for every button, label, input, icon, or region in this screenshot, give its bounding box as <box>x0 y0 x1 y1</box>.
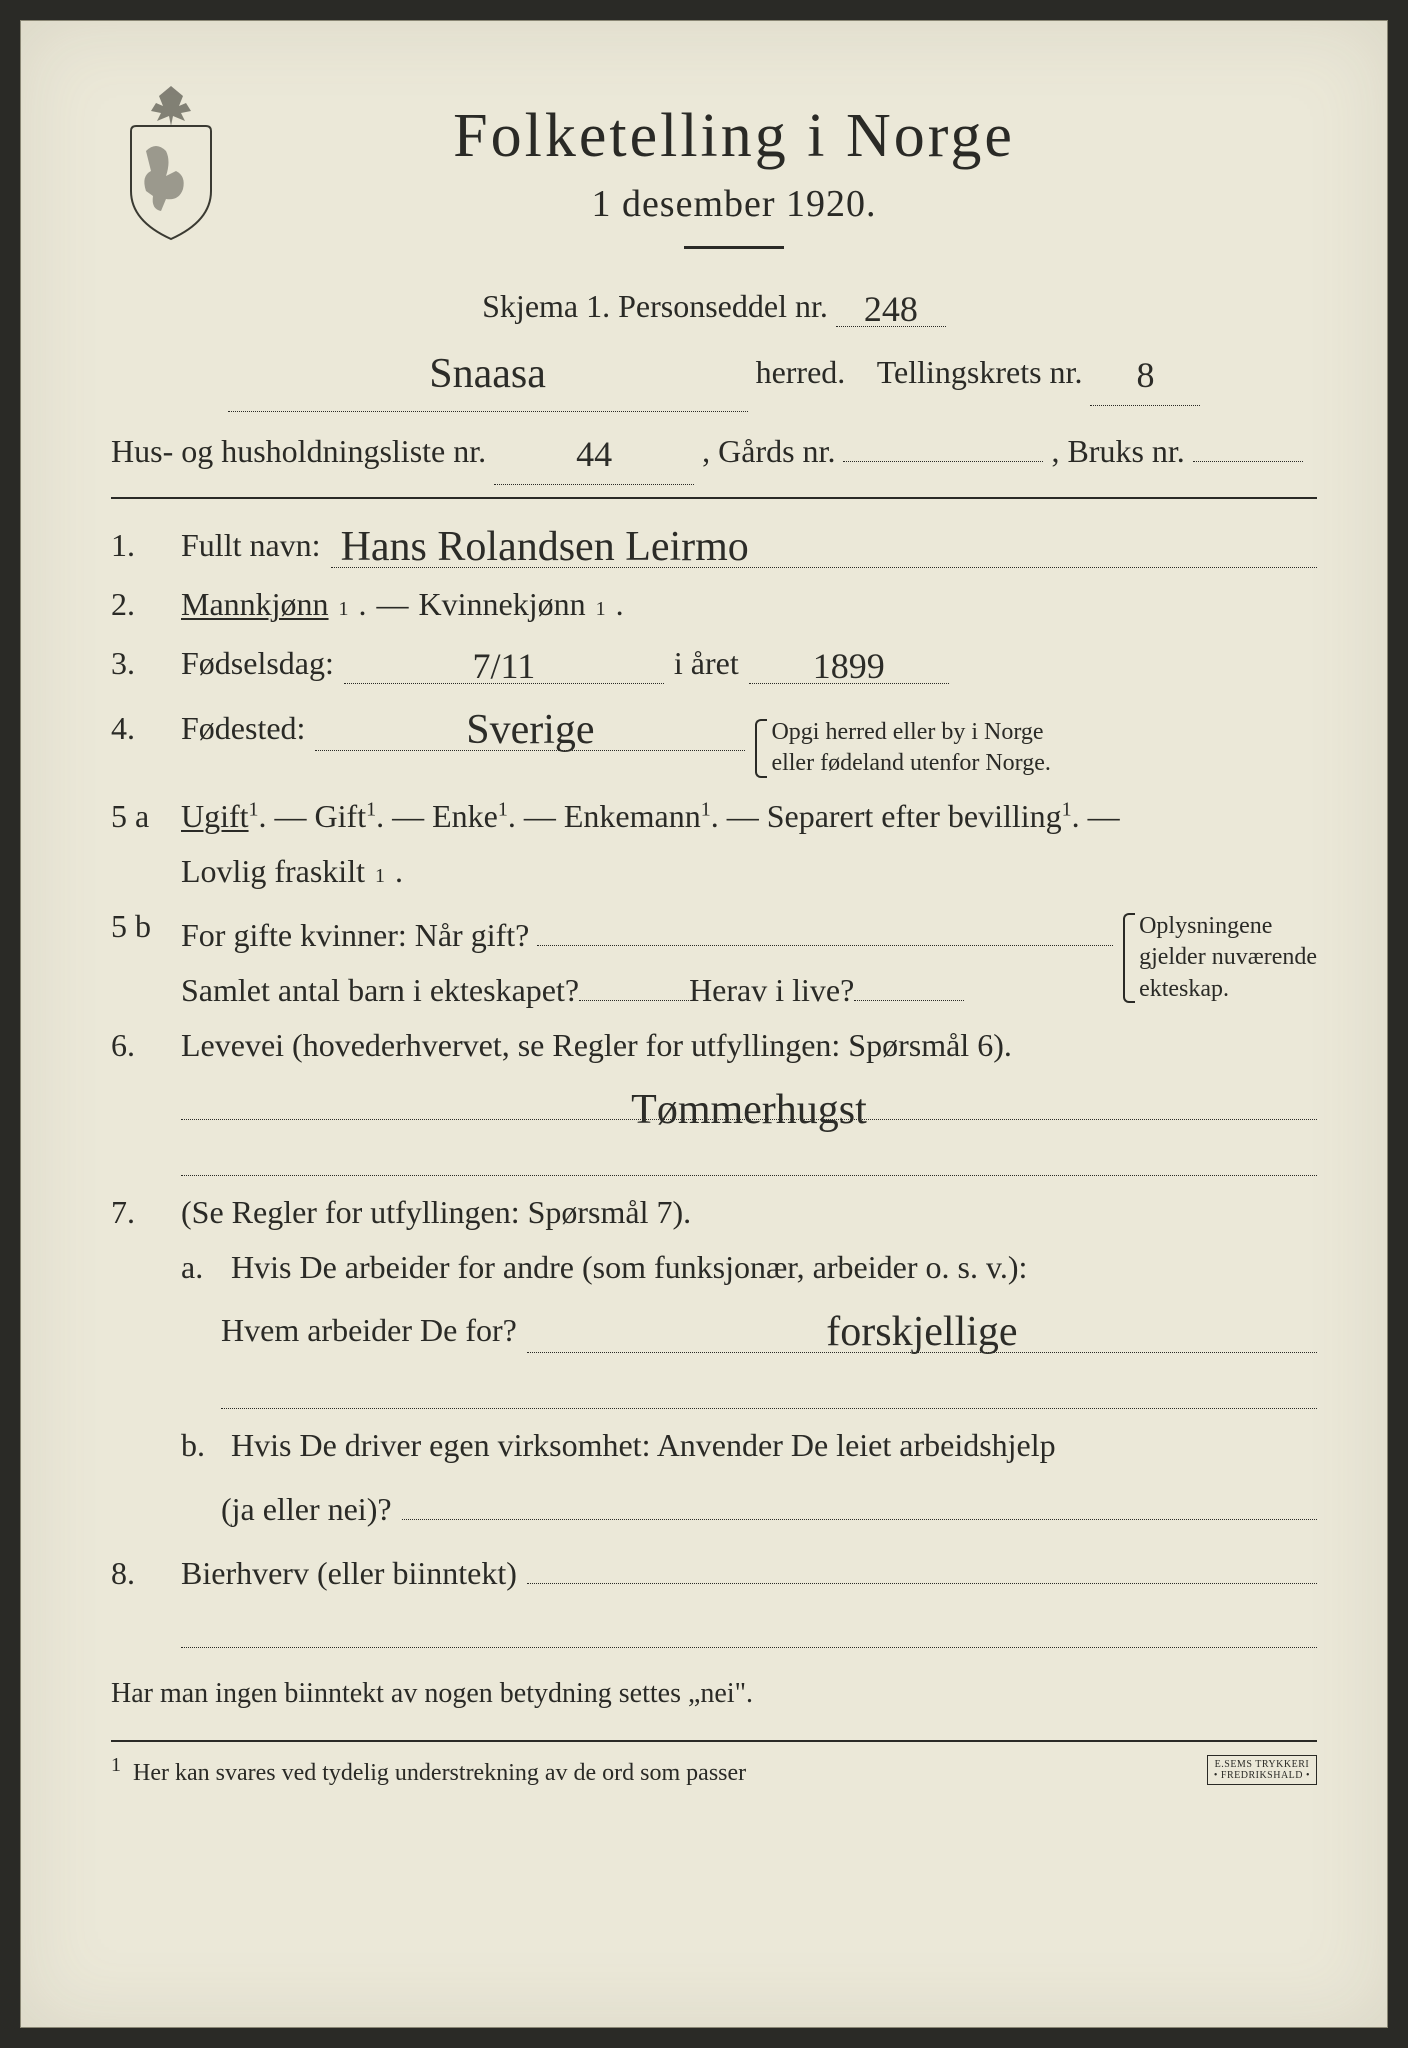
footnote: 1 Her kan svares ved tydelig understrekn… <box>111 1740 1317 1787</box>
q7a-blank <box>221 1371 1317 1409</box>
q6-blank <box>181 1138 1317 1176</box>
header: Folketelling i Norge 1 desember 1920. <box>111 81 1317 274</box>
q7b-text1: Hvis De driver egen virksomhet: Anvender… <box>231 1427 1056 1464</box>
bruks-label: , Bruks nr. <box>1051 433 1184 469</box>
herred-row: Snaasa herred. Tellingskrets nr. 8 <box>111 331 1317 412</box>
gards-label: , Gårds nr. <box>702 433 835 469</box>
q7b-num: b. <box>181 1427 221 1464</box>
schema-row: Skjema 1. Personseddel nr. 248 <box>111 284 1317 327</box>
q5a-num: 5 a <box>111 798 171 835</box>
q4-num: 4. <box>111 710 171 747</box>
q6-num: 6. <box>111 1027 171 1064</box>
footnote-num: 1 <box>111 1754 121 1776</box>
q4-value: Sverige <box>466 707 594 753</box>
herred-value: Snaasa <box>429 351 546 397</box>
q6-label: Levevei (hovederhvervet, se Regler for u… <box>181 1027 1012 1064</box>
q7-num: 7. <box>111 1194 171 1231</box>
q5a-enkemann: Enkemann <box>564 798 701 834</box>
q6-answer: Tømmerhugst <box>181 1082 1317 1120</box>
q7-row: 7. (Se Regler for utfyllingen: Spørsmål … <box>111 1194 1317 1231</box>
q7a-row2: Hvem arbeider De for? forskjellige <box>111 1304 1317 1353</box>
q7a-value: forskjellige <box>826 1309 1017 1355</box>
q5a-enke: Enke <box>432 798 498 834</box>
q7a-text2: Hvem arbeider De for? <box>221 1312 517 1349</box>
q5a-ugift: Ugift <box>181 798 249 834</box>
q5a-sep: Separert efter bevilling <box>767 798 1062 834</box>
q1-value: Hans Rolandsen Leirmo <box>341 524 749 570</box>
q7a-row: a. Hvis De arbeider for andre (som funks… <box>111 1249 1317 1286</box>
section-divider <box>111 497 1317 499</box>
q2-num: 2. <box>111 586 171 623</box>
q6-value: Tømmerhugst <box>631 1087 867 1133</box>
document-scan: Folketelling i Norge 1 desember 1920. Sk… <box>20 20 1388 2028</box>
bottom-note: Har man ingen biinntekt av nogen betydni… <box>111 1678 1317 1710</box>
hushold-row: Hus- og husholdningsliste nr. 44 , Gårds… <box>111 416 1317 485</box>
hushold-value: 44 <box>576 434 612 474</box>
q7a-num: a. <box>181 1249 221 1286</box>
subtitle: 1 desember 1920. <box>261 182 1207 226</box>
q5b-num: 5 b <box>111 908 171 945</box>
q1-label: Fullt navn: <box>181 527 321 564</box>
q7b-text2: (ja eller nei)? <box>221 1491 392 1528</box>
q2-mann: Mannkjønn <box>181 586 329 623</box>
q3-mid: i året <box>674 645 739 682</box>
schema-label: Skjema 1. Personseddel nr. <box>482 288 828 324</box>
q5a-row2: Lovlig fraskilt1. <box>111 853 1317 890</box>
q8-row: 8. Bierhverv (eller biinntekt) <box>111 1546 1317 1592</box>
q5b-label3: Herav i live? <box>689 972 854 1009</box>
q4-label: Fødested: <box>181 710 305 747</box>
q5b-row: 5 b For gifte kvinner: Når gift? Samlet … <box>111 908 1317 1009</box>
q4-row: 4. Fødested: Sverige Opgi herred eller b… <box>111 702 1317 779</box>
krets-value: 8 <box>1136 355 1154 395</box>
q3-day: 7/11 <box>473 646 536 686</box>
q3-year: 1899 <box>813 646 885 686</box>
q7b-row2: (ja eller nei)? <box>111 1482 1317 1528</box>
q7-label: (Se Regler for utfyllingen: Spørsmål 7). <box>181 1194 691 1231</box>
q2-kvinne: Kvinnekjønn <box>419 586 586 623</box>
q4-note: Opgi herred eller by i Norge eller fødel… <box>755 717 1050 779</box>
q3-label: Fødselsdag: <box>181 645 334 682</box>
q1-row: 1. Fullt navn: Hans Rolandsen Leirmo <box>111 519 1317 568</box>
q8-label: Bierhverv (eller biinntekt) <box>181 1555 517 1592</box>
main-title: Folketelling i Norge <box>261 101 1207 172</box>
q5a-lovlig: Lovlig fraskilt <box>181 853 365 890</box>
herred-label: herred. <box>756 354 846 390</box>
q2-row: 2. Mannkjønn1. — Kvinnekjønn1. <box>111 586 1317 623</box>
title-block: Folketelling i Norge 1 desember 1920. <box>261 81 1317 274</box>
krets-label: Tellingskrets nr. <box>877 354 1083 390</box>
q3-row: 3. Fødselsdag: 7/11 i året 1899 <box>111 641 1317 684</box>
printer-stamp: E.SEMS TRYKKERI • FREDRIKSHALD • <box>1207 1755 1317 1785</box>
q8-num: 8. <box>111 1555 171 1592</box>
q5b-label2: Samlet antal barn i ekteskapet? <box>181 972 579 1009</box>
q5b-note: Oplysningene gjelder nuværende ekteskap. <box>1123 911 1317 1005</box>
hushold-label: Hus- og husholdningsliste nr. <box>111 433 486 469</box>
q5a-row: 5 a Ugift1. — Gift1. — Enke1. — Enkemann… <box>111 798 1317 835</box>
q5a-gift: Gift <box>315 798 367 834</box>
title-divider <box>684 246 784 249</box>
q1-num: 1. <box>111 527 171 564</box>
q5b-label1: For gifte kvinner: Når gift? <box>181 917 529 954</box>
schema-value: 248 <box>864 289 918 329</box>
footnote-text: Her kan svares ved tydelig understreknin… <box>133 1760 746 1786</box>
q8-blank <box>181 1610 1317 1648</box>
q6-row: 6. Levevei (hovederhvervet, se Regler fo… <box>111 1027 1317 1064</box>
coat-of-arms-icon <box>111 81 231 241</box>
q7a-text1: Hvis De arbeider for andre (som funksjon… <box>231 1249 1027 1286</box>
q3-num: 3. <box>111 645 171 682</box>
q7b-row: b. Hvis De driver egen virksomhet: Anven… <box>111 1427 1317 1464</box>
